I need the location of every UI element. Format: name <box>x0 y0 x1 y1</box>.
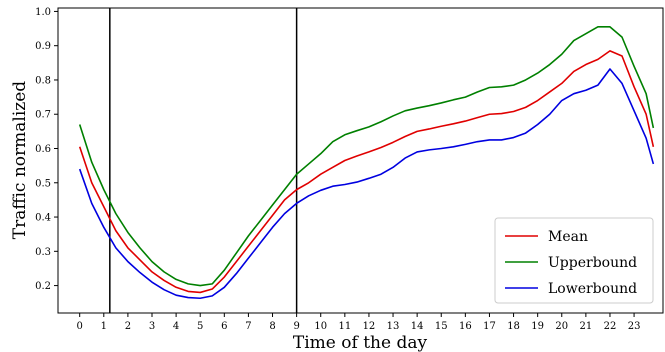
x-tick-label: 22 <box>604 321 617 332</box>
series-line-upperbound <box>78 26 655 287</box>
legend-label-upperbound: Upperbound <box>548 255 637 271</box>
x-tick-label: 14 <box>411 321 424 332</box>
legend-label-mean: Mean <box>548 229 588 245</box>
x-tick-label: 3 <box>149 321 155 332</box>
x-tick-label: 8 <box>269 321 275 332</box>
legend-box <box>494 217 654 304</box>
legend-label-lowerbound: Lowerbound <box>548 281 637 297</box>
x-tick-label: 16 <box>459 321 472 332</box>
legend: Mean Upperbound Lowerbound <box>494 217 654 304</box>
y-tick-label: 0.4 <box>35 213 51 224</box>
x-tick-label: 15 <box>435 321 448 332</box>
y-tick-label: 0.8 <box>35 75 51 86</box>
y-axis-ticks: 0.2 0.3 0.4 0.5 0.6 0.7 0.8 0.9 1.0 <box>35 7 58 292</box>
x-tick-label: 1 <box>101 321 107 332</box>
x-tick-label: 2 <box>125 321 131 332</box>
x-tick-label: 9 <box>293 321 299 332</box>
x-tick-label: 5 <box>197 321 203 332</box>
x-tick-label: 20 <box>555 321 568 332</box>
x-axis-ticks: 0 1 2 3 4 5 6 7 8 9 10 11 12 13 14 15 16 17 18 19 20 21 22 23 <box>77 313 641 332</box>
series-line-lowerbound <box>78 68 655 300</box>
y-tick-label: 0.5 <box>35 178 51 189</box>
legend-items: Mean Upperbound Lowerbound <box>505 229 637 297</box>
x-tick-label: 7 <box>245 321 251 332</box>
y-tick-label: 0.3 <box>35 247 51 258</box>
y-tick-label: 0.2 <box>35 281 51 292</box>
x-tick-label: 23 <box>628 321 641 332</box>
x-tick-label: 10 <box>314 321 327 332</box>
x-tick-label: 0 <box>77 321 83 332</box>
x-tick-label: 4 <box>173 321 179 332</box>
y-tick-label: 0.7 <box>35 110 51 121</box>
x-tick-label: 21 <box>580 321 593 332</box>
y-tick-label: 1.0 <box>35 7 51 18</box>
y-tick-label: 0.9 <box>35 41 51 52</box>
vertical-markers <box>109 8 298 313</box>
x-tick-label: 6 <box>221 321 227 332</box>
x-tick-label: 11 <box>338 321 351 332</box>
x-tick-label: 18 <box>507 321 520 332</box>
x-tick-label: 13 <box>387 321 400 332</box>
x-tick-label: 12 <box>363 321 376 332</box>
x-tick-label: 17 <box>483 321 496 332</box>
x-axis-label: Time of the day <box>293 333 428 352</box>
y-tick-label: 0.6 <box>35 144 51 155</box>
plot-frame <box>57 7 664 314</box>
series-line-mean <box>78 50 655 294</box>
series-lines <box>78 26 655 300</box>
y-axis-label: Traffic normalized <box>10 81 30 239</box>
x-tick-label: 19 <box>531 321 544 332</box>
